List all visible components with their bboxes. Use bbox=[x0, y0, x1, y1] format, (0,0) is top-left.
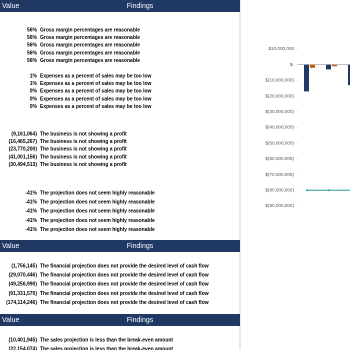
row-value: -41% bbox=[25, 190, 37, 196]
header-bar bbox=[0, 240, 240, 252]
header-findings: Findings bbox=[127, 3, 154, 10]
line-point bbox=[328, 189, 330, 192]
row-finding: Expenses as a percent of sales may be to… bbox=[40, 104, 152, 110]
row-value: 56% bbox=[27, 27, 38, 33]
row-value: -41% bbox=[25, 218, 37, 224]
y-tick-label: $10,000,000 bbox=[268, 46, 294, 51]
y-tick-label: $(90,000,000) bbox=[265, 203, 294, 208]
row-finding: The sales projection is less than the br… bbox=[40, 347, 173, 350]
header-findings: Findings bbox=[127, 243, 154, 250]
row-finding: The projection does not seem highly reas… bbox=[40, 218, 155, 224]
y-tick-label: $(20,000,000) bbox=[265, 93, 294, 98]
row-finding: The projection does not seem highly reas… bbox=[40, 227, 155, 233]
bar bbox=[326, 64, 331, 70]
row-value: (29,070,446) bbox=[9, 273, 38, 279]
row-value: (91,331,570) bbox=[9, 291, 38, 297]
row-value: (49,256,990) bbox=[9, 282, 38, 288]
y-tick-label: $- bbox=[290, 62, 295, 67]
row-value: -41% bbox=[25, 209, 37, 215]
row-finding: The business is not showing a profit bbox=[40, 154, 127, 160]
row-value: 56% bbox=[27, 43, 38, 49]
row-value: (16,465,267) bbox=[9, 139, 38, 145]
row-value: -41% bbox=[25, 200, 37, 206]
row-finding: Gross margin percentages are reasonable bbox=[40, 58, 140, 64]
y-tick-label: $(40,000,000) bbox=[265, 125, 294, 130]
row-finding: The business is not showing a profit bbox=[40, 131, 127, 137]
row-finding: The sales projection is less than the br… bbox=[40, 337, 173, 343]
row-finding: Gross margin percentages are reasonable bbox=[40, 35, 140, 41]
header-value: Value bbox=[2, 243, 19, 250]
row-finding: The business is not showing a profit bbox=[40, 162, 127, 168]
y-tick-label: $(50,000,000) bbox=[265, 140, 294, 145]
row-finding: The projection does not seem highly reas… bbox=[40, 209, 155, 215]
row-value: (9,161,064) bbox=[11, 131, 37, 137]
header-bar bbox=[0, 314, 240, 326]
y-tick-label: $(60,000,000) bbox=[265, 156, 294, 161]
row-finding: Expenses as a percent of sales may be to… bbox=[40, 96, 152, 102]
row-finding: The financial projection does not provid… bbox=[40, 300, 209, 306]
row-value: (1,756,145) bbox=[11, 263, 37, 269]
row-value: 0% bbox=[30, 96, 38, 102]
row-finding: The business is not showing a profit bbox=[40, 147, 127, 153]
section-header: Value Findings bbox=[0, 240, 240, 252]
row-finding: The projection does not seem highly reas… bbox=[40, 200, 155, 206]
row-value: -41% bbox=[25, 227, 37, 233]
row-finding: The financial projection does not provid… bbox=[40, 263, 209, 269]
row-finding: The financial projection does not provid… bbox=[40, 282, 209, 288]
row-value: (10,401,945) bbox=[9, 337, 38, 343]
y-tick-label: $(10,000,000) bbox=[265, 78, 294, 83]
header-findings: Findings bbox=[127, 317, 154, 324]
row-value: 1% bbox=[30, 73, 38, 79]
line-point bbox=[306, 189, 308, 192]
row-finding: The financial projection does not provid… bbox=[40, 273, 209, 279]
row-finding: Expenses as a percent of sales may be to… bbox=[40, 89, 152, 95]
row-finding: Expenses as a percent of sales may be to… bbox=[40, 81, 152, 87]
bar bbox=[304, 64, 309, 92]
y-tick-label: $(80,000,000) bbox=[265, 188, 294, 193]
row-value: 0% bbox=[30, 89, 38, 95]
row-value: (174,114,246) bbox=[6, 300, 37, 306]
row-value: 56% bbox=[27, 50, 38, 56]
section-header: Value Findings bbox=[0, 314, 240, 326]
bar bbox=[348, 64, 350, 86]
y-tick-label: $(30,000,000) bbox=[265, 109, 294, 114]
section-header: Value Findings bbox=[0, 0, 240, 12]
row-finding: The financial projection does not provid… bbox=[40, 291, 209, 297]
bar bbox=[310, 64, 315, 68]
row-value: (23,770,200) bbox=[9, 147, 38, 153]
row-value: 56% bbox=[27, 35, 38, 41]
y-tick-label: $(70,000,000) bbox=[265, 172, 294, 177]
row-finding: Gross margin percentages are reasonable bbox=[40, 27, 140, 33]
row-value: 56% bbox=[27, 58, 38, 64]
header-value: Value bbox=[2, 3, 19, 10]
row-value: (41,001,156) bbox=[9, 154, 38, 160]
row-finding: Gross margin percentages are reasonable bbox=[40, 43, 140, 49]
row-value: 1% bbox=[30, 81, 38, 87]
row-value: 0% bbox=[30, 104, 38, 110]
bar bbox=[332, 64, 337, 67]
header-bar bbox=[0, 0, 240, 12]
row-finding: Expenses as a percent of sales may be to… bbox=[40, 73, 152, 79]
row-finding: The projection does not seem highly reas… bbox=[40, 190, 155, 196]
row-value: (30,494,513) bbox=[9, 162, 38, 168]
row-value: (22,154,074) bbox=[9, 347, 38, 350]
header-value: Value bbox=[2, 317, 19, 324]
row-finding: Gross margin percentages are reasonable bbox=[40, 50, 140, 56]
row-finding: The business is not showing a profit bbox=[40, 139, 127, 145]
